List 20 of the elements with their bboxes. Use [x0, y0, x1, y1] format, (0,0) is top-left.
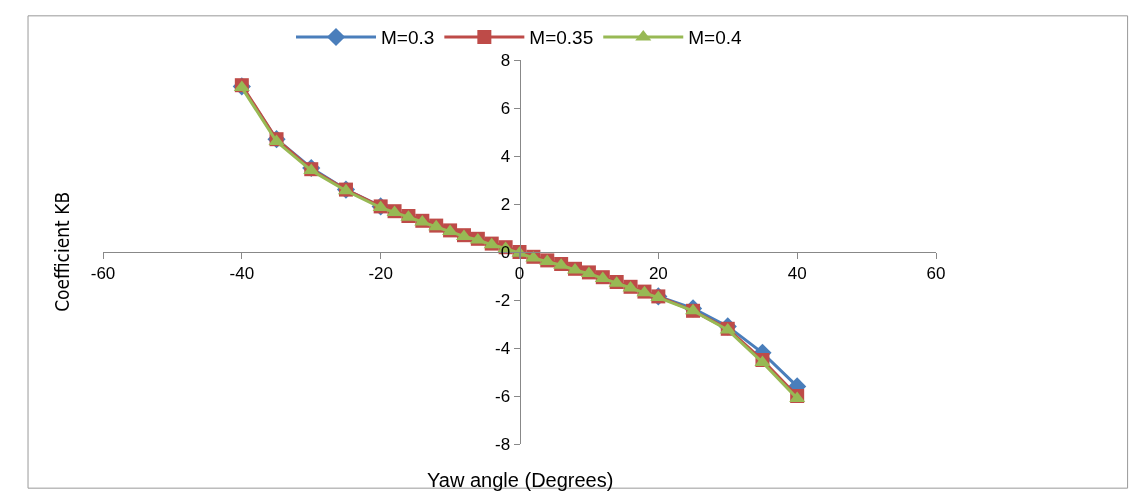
x-axis-title: Yaw angle (Degrees) — [427, 469, 614, 491]
y-tick-label: -6 — [494, 386, 511, 406]
legend-label: M=0.35 — [529, 27, 594, 49]
legend-label: M=0.3 — [381, 27, 435, 49]
y-tick-label: 2 — [500, 194, 511, 214]
x-tick-label: -20 — [368, 264, 393, 284]
x-tick-label: -60 — [90, 264, 116, 284]
y-tick-label: -4 — [494, 338, 511, 358]
y-tick-label: 6 — [500, 98, 511, 118]
y-axis-title: Coefficient KB — [50, 191, 73, 312]
y-tick-label: -8 — [494, 434, 511, 454]
legend-label: M=0.4 — [688, 27, 743, 49]
x-tick-label: 40 — [787, 264, 807, 284]
y-tick-label: 4 — [500, 146, 511, 166]
y-tick-label: 8 — [500, 50, 511, 70]
x-tick-label: -40 — [229, 264, 255, 284]
y-tick-label: -2 — [494, 290, 511, 310]
x-tick-label: 20 — [648, 264, 668, 284]
x-tick-label: 60 — [926, 264, 946, 284]
x-tick-label: 0 — [514, 264, 525, 284]
